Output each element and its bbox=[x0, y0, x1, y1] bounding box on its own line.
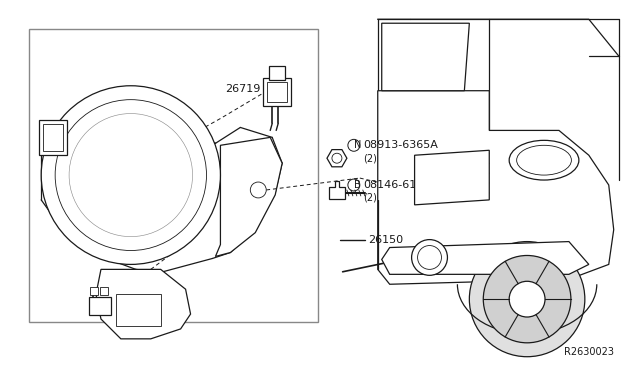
Text: (2): (2) bbox=[363, 193, 377, 203]
Bar bbox=[116, 294, 161, 326]
Polygon shape bbox=[216, 137, 282, 256]
Text: 08913-6365A: 08913-6365A bbox=[363, 140, 438, 150]
Polygon shape bbox=[415, 150, 489, 205]
Circle shape bbox=[483, 256, 571, 343]
Text: 26719: 26719 bbox=[225, 84, 260, 94]
Circle shape bbox=[250, 182, 266, 198]
Bar bbox=[100, 287, 108, 295]
Circle shape bbox=[332, 153, 342, 163]
Bar bbox=[44, 125, 63, 151]
Circle shape bbox=[69, 113, 193, 237]
Text: (2): (2) bbox=[363, 153, 377, 163]
Circle shape bbox=[55, 100, 207, 250]
Polygon shape bbox=[96, 269, 191, 339]
Polygon shape bbox=[381, 241, 589, 274]
Polygon shape bbox=[327, 150, 347, 167]
Ellipse shape bbox=[516, 145, 572, 175]
Ellipse shape bbox=[509, 140, 579, 180]
Bar bbox=[269, 66, 285, 80]
Circle shape bbox=[509, 281, 545, 317]
Text: R2630023: R2630023 bbox=[564, 347, 614, 357]
Bar bbox=[263, 78, 291, 106]
Circle shape bbox=[469, 241, 585, 357]
Bar bbox=[90, 287, 98, 295]
Text: N: N bbox=[354, 140, 361, 150]
Text: 26035E: 26035E bbox=[123, 310, 165, 320]
Polygon shape bbox=[378, 91, 614, 284]
Bar bbox=[268, 82, 287, 102]
Circle shape bbox=[417, 246, 442, 269]
Circle shape bbox=[41, 86, 220, 264]
Text: 08146-6165G: 08146-6165G bbox=[363, 180, 438, 190]
Bar bbox=[89, 297, 111, 315]
Text: 26150: 26150 bbox=[368, 235, 403, 245]
Circle shape bbox=[412, 240, 447, 275]
Text: B: B bbox=[354, 180, 360, 190]
Polygon shape bbox=[381, 23, 469, 91]
Polygon shape bbox=[329, 181, 345, 199]
Bar bbox=[39, 121, 67, 155]
Bar bbox=[29, 29, 318, 322]
